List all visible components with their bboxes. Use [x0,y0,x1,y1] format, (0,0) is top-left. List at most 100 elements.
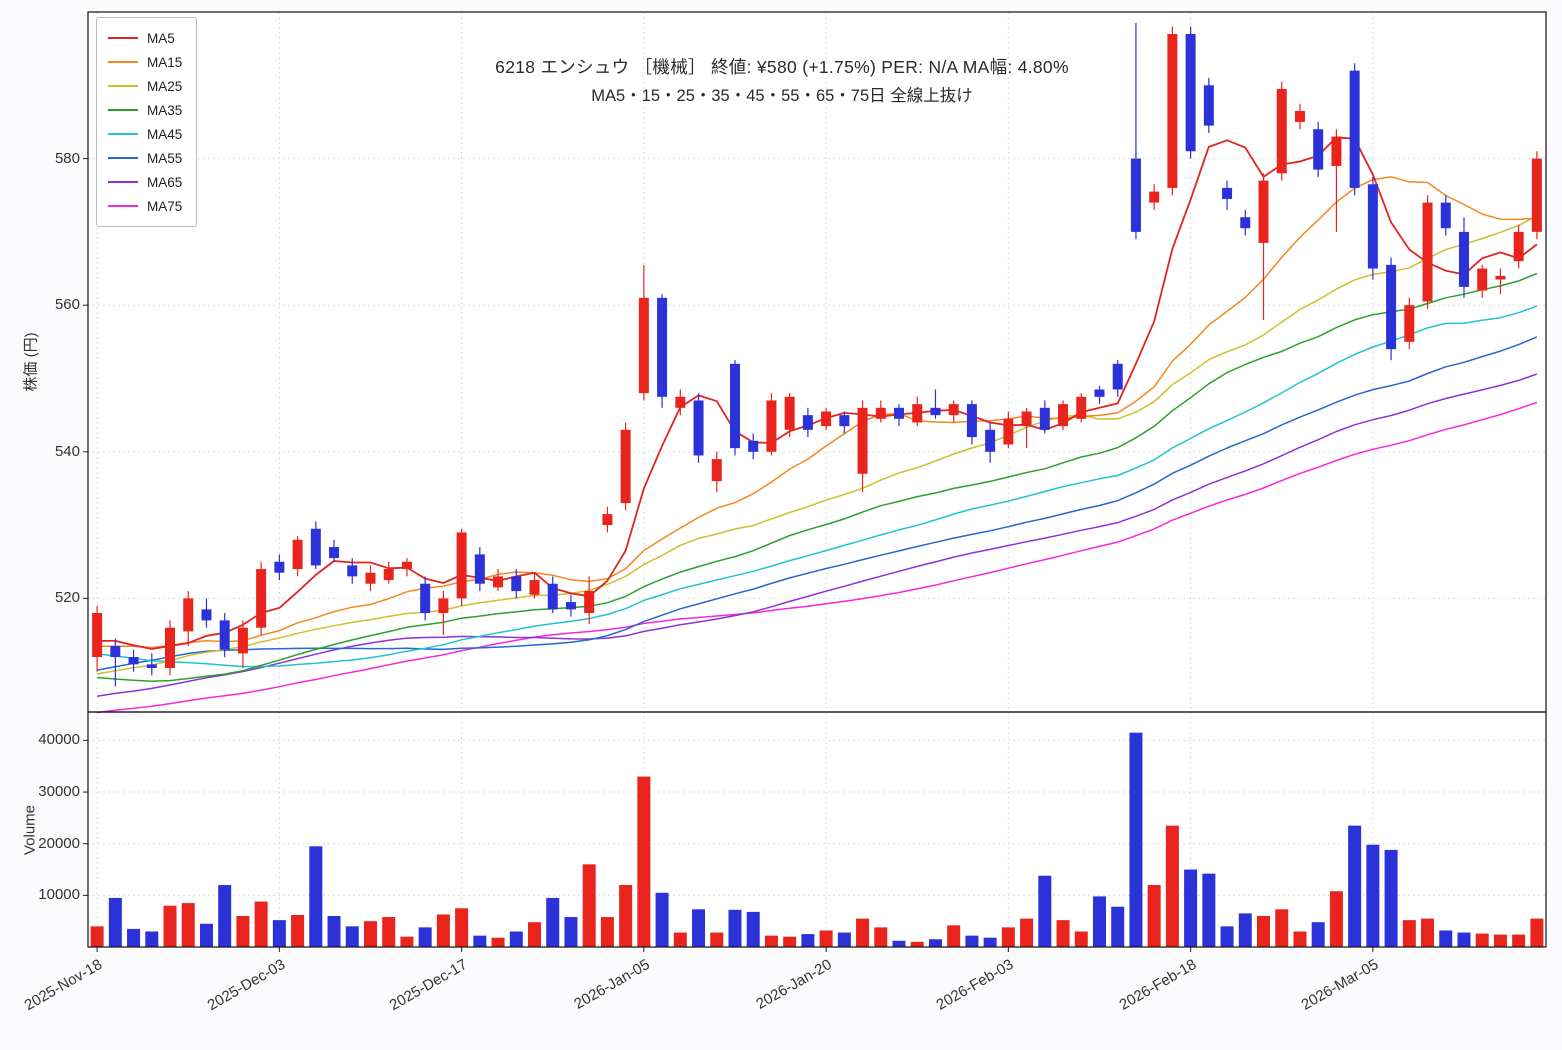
volume-bar [564,917,578,947]
volume-bar [1257,916,1271,947]
candle-up [711,459,722,482]
candle-down [310,528,321,566]
legend-line-sample [108,61,138,63]
candle-down [894,407,905,419]
volume-bar [1020,918,1034,947]
candle-down [1386,264,1397,350]
legend-line-sample [108,205,138,207]
volume-bar [619,885,633,947]
ma65-line [96,373,1538,697]
legend-line-sample [108,85,138,87]
candle-up [602,514,613,526]
candle-down [930,407,941,416]
candle-down [1130,158,1141,232]
candle-down [565,602,576,610]
candle-down [1240,217,1251,229]
volume-bar [655,892,669,947]
volume-bar [801,934,815,947]
volume-bar [491,937,505,947]
volume-bar [1475,933,1489,947]
volume-bar [1238,913,1252,947]
volume-bar [819,930,833,947]
volume-bar [965,935,979,947]
volume-panel-border [87,711,1547,948]
volume-bar [327,916,341,947]
volume-bar [1056,920,1070,947]
volume-bar [236,916,250,947]
candle-up [620,429,631,504]
volume-bar [272,920,286,947]
candle-down [128,657,139,665]
candle-up [1531,158,1542,232]
volume-bar [582,864,596,947]
volume-bar [1074,931,1088,947]
volume-bar [363,921,377,947]
candle-up [383,569,394,581]
volume-bar [783,936,797,947]
legend-item-ma75: MA75 [108,194,182,218]
candle-up [401,561,412,570]
volume-bar [1366,844,1380,947]
volume-bar [1147,885,1161,947]
legend-item-ma55: MA55 [108,146,182,170]
candle-up [875,407,886,419]
volume-bar [509,931,523,947]
candle-down [729,363,740,449]
candle-down [1349,70,1360,188]
volume-bar [418,927,432,947]
candle-up [1477,268,1488,291]
volume-bar [127,928,141,947]
ma25-line [96,215,1538,675]
candle-up [529,580,540,595]
volume-bar [983,937,997,947]
candle-up [1167,33,1178,188]
candle-down [1440,202,1451,229]
volume-bar [1311,922,1325,947]
candle-up [365,572,376,584]
volume-bar [1512,934,1526,947]
candle-down [657,297,668,397]
volume-panel-bg [88,712,1546,947]
candle-up [675,396,686,408]
volume-bar [1530,918,1544,947]
volume-bar [218,885,232,947]
candle-down [1039,407,1050,430]
price-panel-bg [88,12,1546,712]
volume-bar [1038,875,1052,947]
legend-label: MA15 [147,54,183,70]
volume-bar [473,935,487,947]
volume-bar [1220,926,1234,947]
candle-up [1003,418,1014,445]
legend-label: MA25 [147,78,183,94]
volume-bar [455,908,469,947]
candle-up [1021,411,1032,427]
candle-down [693,400,704,456]
candle-up [165,627,176,669]
chart-subtitle: MA5・15・25・35・45・55・65・75日 全線上抜け [591,87,973,105]
candle-up [92,613,103,658]
candle-up [1422,202,1433,302]
volume-bar [1384,849,1398,947]
candle-up [948,404,959,416]
candle-up [1076,396,1087,419]
legend-line-sample [108,109,138,111]
volume-bar [947,925,961,947]
candle-down [839,415,850,427]
volume-bar [837,932,851,947]
candle-up [1276,88,1287,174]
candle-up [638,297,649,394]
candle-down [1094,389,1105,397]
candle-down [420,583,431,614]
volume-bar [600,917,614,947]
legend-label: MA5 [147,30,175,46]
volume-bar [637,776,651,947]
candle-up [438,598,449,614]
legend-label: MA45 [147,126,183,142]
candle-up [1258,180,1269,243]
volume-bar [1348,825,1362,947]
candle-up [1331,136,1342,166]
volume-bar [1001,927,1015,947]
volume-bar [692,909,706,947]
volume-bar [1275,909,1289,947]
